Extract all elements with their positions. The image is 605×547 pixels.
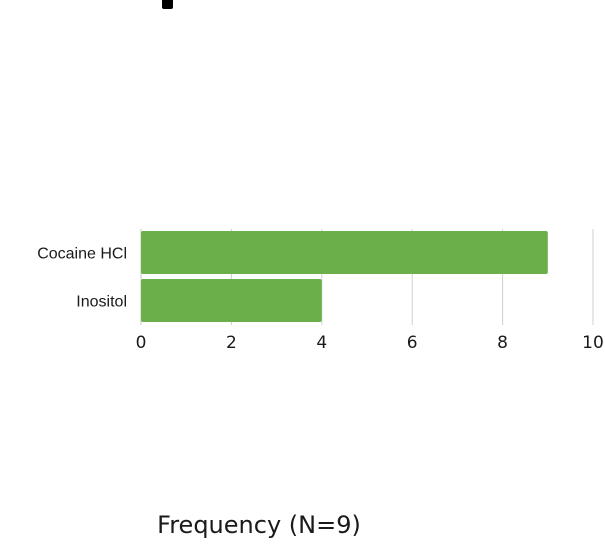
category-labels: Cocaine HCl Inositol (37, 246, 127, 311)
x-tick-10: 10 (582, 333, 604, 353)
category-label-cocaine-hcl: Cocaine HCl (37, 246, 127, 263)
x-tick-0: 0 (136, 333, 147, 353)
category-label-inositol: Inositol (76, 294, 127, 311)
bar-cocaine-hcl (141, 231, 548, 274)
x-tick-labels: 0 2 4 6 8 10 (136, 333, 604, 353)
x-axis-label: Frequency (N=9) (157, 511, 361, 539)
x-tick-8: 8 (497, 333, 508, 353)
x-tick-2: 2 (226, 333, 237, 353)
x-tick-6: 6 (407, 333, 418, 353)
bars (141, 231, 548, 322)
x-tick-4: 4 (316, 333, 327, 353)
bar-inositol (141, 279, 322, 322)
title-fragment (162, 0, 173, 9)
